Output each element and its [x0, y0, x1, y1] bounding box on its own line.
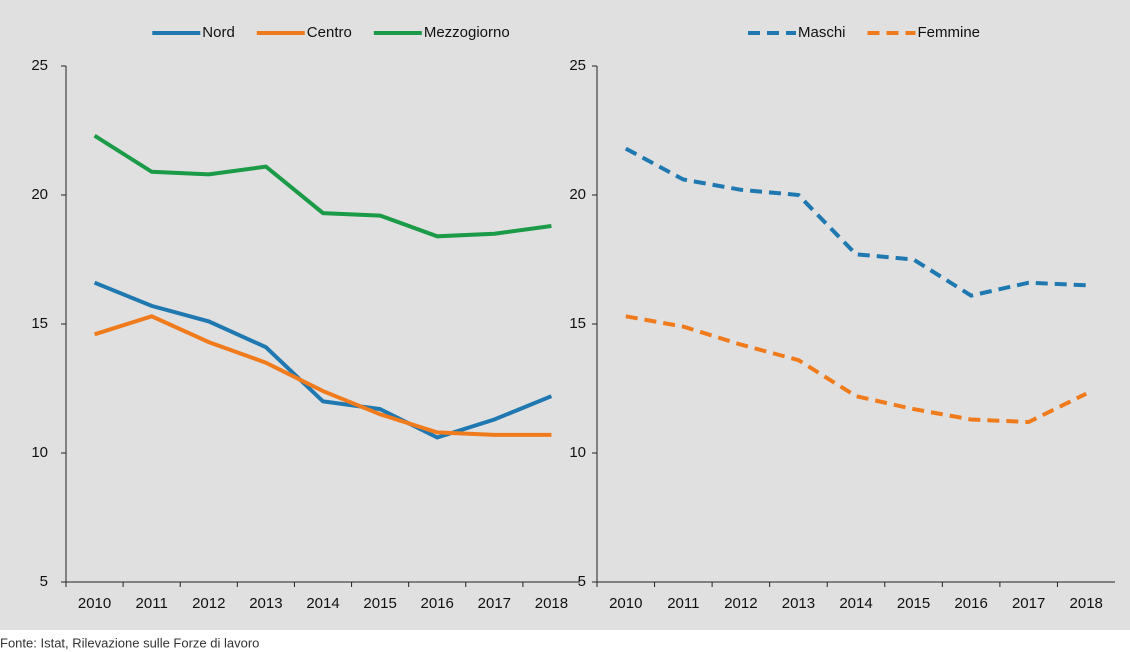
source: Fonte: Istat, Rilevazione sulle Forze di…: [0, 635, 259, 650]
series-line: [93, 134, 552, 239]
x-tick-label: 2011: [667, 595, 699, 612]
legend-label: Centro: [307, 24, 352, 41]
y-tick-label: 10: [569, 444, 586, 461]
x-tick-label: 2016: [954, 595, 987, 612]
y-tick-label: 20: [31, 186, 48, 203]
x-tick-label: 2010: [78, 595, 111, 612]
series-line: [93, 314, 552, 437]
y-tick-label: 15: [31, 315, 48, 332]
y-tick-label: 25: [569, 57, 586, 74]
x-tick-label: 2017: [478, 595, 511, 612]
y-tick-label: 5: [40, 573, 48, 590]
x-tick-label: 2015: [897, 595, 930, 612]
y-tick-label: 5: [578, 573, 586, 590]
x-tick-label: 2016: [421, 595, 454, 612]
background: [0, 0, 1130, 630]
x-tick-label: 2017: [1012, 595, 1045, 612]
series-line: [624, 146, 1087, 298]
x-tick-label: 2015: [363, 595, 396, 612]
x-tick-label: 2018: [1070, 595, 1103, 612]
y-tick-label: 25: [31, 57, 48, 74]
legend-label: Nord: [202, 24, 235, 41]
y-tick-label: 10: [31, 444, 48, 461]
x-tick-label: 2012: [192, 595, 225, 612]
y-tick-label: 20: [569, 186, 586, 203]
x-tick-label: 2010: [609, 595, 642, 612]
legend-label: Femmine: [918, 24, 981, 41]
x-tick-label: 2014: [306, 595, 339, 612]
y-tick-label: 15: [569, 315, 586, 332]
x-tick-label: 2011: [136, 595, 168, 612]
x-tick-label: 2018: [535, 595, 568, 612]
legend-label: Mezzogiorno: [424, 24, 510, 41]
series-line: [625, 314, 1088, 425]
legend-label: Maschi: [798, 24, 846, 41]
series-line: [93, 280, 553, 440]
x-tick-label: 2013: [782, 595, 815, 612]
x-tick-label: 2014: [839, 595, 872, 612]
x-tick-label: 2012: [724, 595, 757, 612]
x-tick-label: 2013: [249, 595, 282, 612]
